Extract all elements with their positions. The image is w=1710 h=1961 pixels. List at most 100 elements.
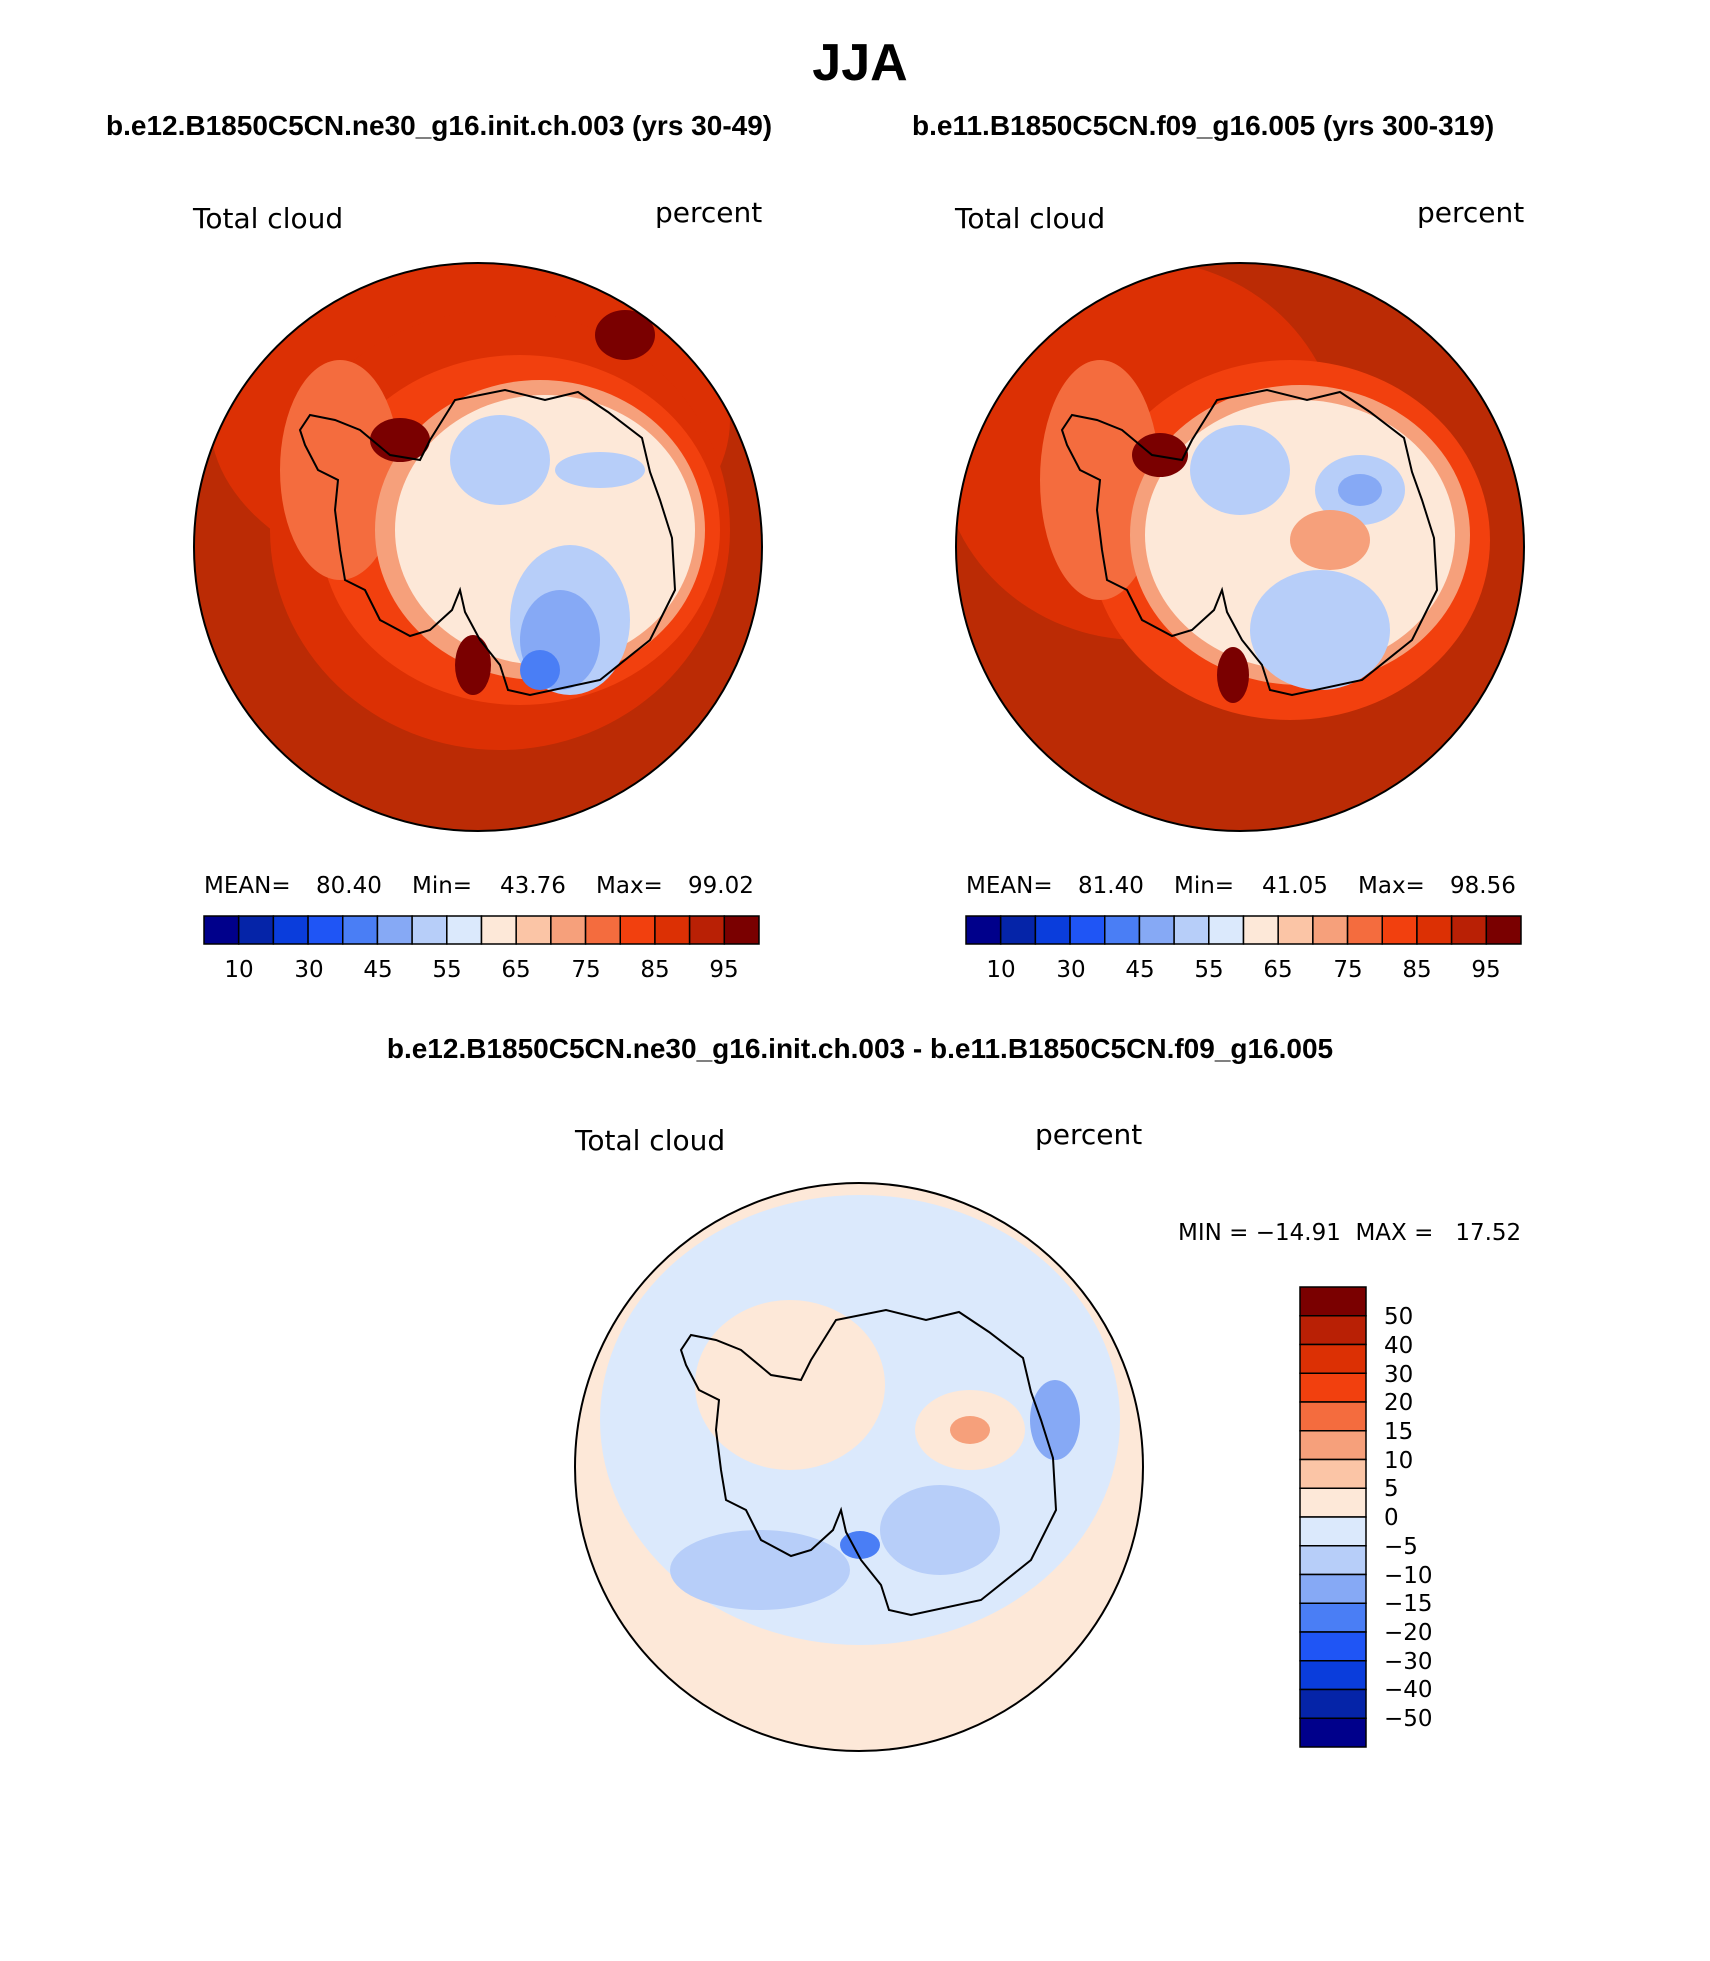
colorbar-swatch — [1346, 915, 1383, 945]
colorbar-swatch — [1416, 915, 1453, 945]
panel1-coastline — [298, 388, 677, 697]
difference-title: b.e12.B1850C5CN.ne30_g16.init.ch.003 - b… — [387, 1033, 1333, 1064]
panel3-contour-neg15 — [840, 1531, 880, 1559]
colorbar-swatch — [584, 915, 621, 945]
colorbar-swatch — [237, 915, 275, 945]
panel3-contour-pos10 — [950, 1416, 990, 1444]
panel2-colorbar-tick: 55 — [1194, 957, 1223, 983]
panel2-max-cell-b — [1217, 647, 1249, 703]
colorbar-swatch — [1299, 1717, 1367, 1748]
colorbar-swatch — [342, 915, 379, 945]
panel3-colorbar: 50 40 30 20 15 10 5 0 −5 −10 −15 −20 −30… — [1299, 1286, 1433, 1748]
panel2-map — [956, 263, 1524, 831]
panel1-colorbar-tick: 85 — [640, 957, 669, 983]
panel1-contour-40 — [520, 650, 560, 690]
panel1-units-label: percent — [655, 196, 762, 229]
colorbar-swatch — [1069, 915, 1106, 945]
panel3-colorbar-tick: 20 — [1384, 1390, 1413, 1416]
panel2-colorbar: 10 30 45 55 65 75 85 95 — [965, 915, 1522, 983]
panel1-colorbar: 10 30 45 55 65 75 85 95 — [203, 915, 760, 983]
colorbar-swatch — [1299, 1573, 1367, 1604]
colorbar-swatch — [515, 915, 552, 945]
panel1-variable-label: Total cloud — [192, 202, 343, 235]
colorbar-swatch — [1299, 1688, 1367, 1719]
panel1-stats: MEAN= 80.40 Min= 43.76 Max= 99.02 — [204, 873, 754, 899]
panel3-units-label: percent — [1035, 1118, 1142, 1151]
panel2-contour-50a — [1190, 425, 1290, 515]
panel1-colorbar-tick: 45 — [363, 957, 392, 983]
panel2-mean-label: MEAN= — [966, 873, 1053, 899]
panel1-map-border — [193, 262, 763, 832]
panel2-coastline — [1060, 388, 1439, 697]
colorbar-swatch — [1299, 1458, 1367, 1489]
panel1-contour-50b — [555, 452, 645, 488]
panel2-max-label: Max= — [1358, 873, 1425, 899]
colorbar-swatch — [1208, 915, 1245, 945]
panel1-max-cell-a — [370, 418, 430, 462]
panel2-mean-value: 81.40 — [1078, 873, 1144, 899]
colorbar-swatch — [1299, 1315, 1367, 1346]
case1-title: b.e12.B1850C5CN.ne30_g16.init.ch.003 (yr… — [106, 110, 772, 141]
colorbar-swatch — [1242, 915, 1279, 945]
case2-title: b.e11.B1850C5CN.f09_g16.005 (yrs 300-319… — [912, 110, 1494, 141]
colorbar-swatch — [654, 915, 691, 945]
colorbar-swatch — [688, 915, 726, 945]
colorbar-swatch — [619, 915, 656, 945]
panel2-variable-label: Total cloud — [954, 202, 1105, 235]
panel1-min-value: 43.76 — [500, 873, 566, 899]
colorbar-swatch — [480, 915, 517, 945]
colorbar-swatch — [550, 915, 587, 945]
panel2-contour-45 — [1338, 474, 1382, 506]
panel3-map-border — [574, 1182, 1144, 1752]
colorbar-swatch — [965, 915, 1002, 945]
panel2-colorbar-tick: 10 — [986, 957, 1015, 983]
colorbar-swatch — [1299, 1487, 1367, 1518]
panel1-max-label: Max= — [596, 873, 663, 899]
panel2-colorbar-tick: 65 — [1263, 957, 1292, 983]
panel2-colorbar-tick: 85 — [1402, 957, 1431, 983]
panel3-colorbar-tick: −15 — [1384, 1591, 1433, 1617]
colorbar-swatch — [1381, 915, 1418, 945]
figure-title: JJA — [812, 34, 907, 92]
colorbar-swatch — [446, 915, 483, 945]
colorbar-swatch — [1485, 915, 1522, 945]
panel1-max-value: 99.02 — [688, 873, 754, 899]
colorbar-swatch — [203, 915, 240, 945]
panel1-colorbar-tick: 95 — [709, 957, 738, 983]
panel1-map — [194, 263, 762, 831]
colorbar-swatch — [1299, 1430, 1367, 1461]
panel3-colorbar-tick: 40 — [1384, 1333, 1413, 1359]
panel2-max-value: 98.56 — [1450, 873, 1516, 899]
panel1-contour-50a — [450, 415, 550, 505]
panel3-colorbar-tick: −40 — [1384, 1677, 1433, 1703]
panel3-colorbar-tick: 15 — [1384, 1419, 1413, 1445]
panel1-colorbar-tick: 55 — [432, 957, 461, 983]
colorbar-swatch — [1450, 915, 1488, 945]
panel3-map — [575, 1183, 1143, 1751]
panel1-colorbar-tick: 30 — [294, 957, 323, 983]
panel2-map-border — [955, 262, 1525, 832]
panel2-max-cell-a — [1132, 433, 1188, 477]
colorbar-swatch — [1299, 1631, 1367, 1662]
panel2-contour-50c — [1250, 570, 1390, 690]
panel2-colorbar-tick: 75 — [1333, 957, 1362, 983]
panel1-mean-value: 80.40 — [316, 873, 382, 899]
panel3-colorbar-tick: 5 — [1384, 1476, 1399, 1502]
colorbar-swatch — [272, 915, 309, 945]
panel3-colorbar-tick: −20 — [1384, 1620, 1433, 1646]
panel1-colorbar-tick: 10 — [224, 957, 253, 983]
panel3-colorbar-tick: 50 — [1384, 1304, 1413, 1330]
panel1-colorbar-tick: 75 — [571, 957, 600, 983]
colorbar-swatch — [1277, 915, 1314, 945]
colorbar-swatch — [1299, 1660, 1367, 1691]
panel-case2: Total cloud percent MEAN= 81.40 Min= 41.… — [954, 196, 1525, 983]
panel3-contour-neg10 — [1030, 1380, 1080, 1460]
panel3-colorbar-tick: −10 — [1384, 1563, 1433, 1589]
colorbar-swatch — [723, 915, 760, 945]
panel2-contour-70b — [1290, 510, 1370, 570]
panel3-colorbar-tick: −30 — [1384, 1649, 1433, 1675]
panel3-colorbar-tick: −50 — [1384, 1706, 1433, 1732]
panel1-colorbar-tick: 65 — [501, 957, 530, 983]
panel2-colorbar-tick: 95 — [1471, 957, 1500, 983]
